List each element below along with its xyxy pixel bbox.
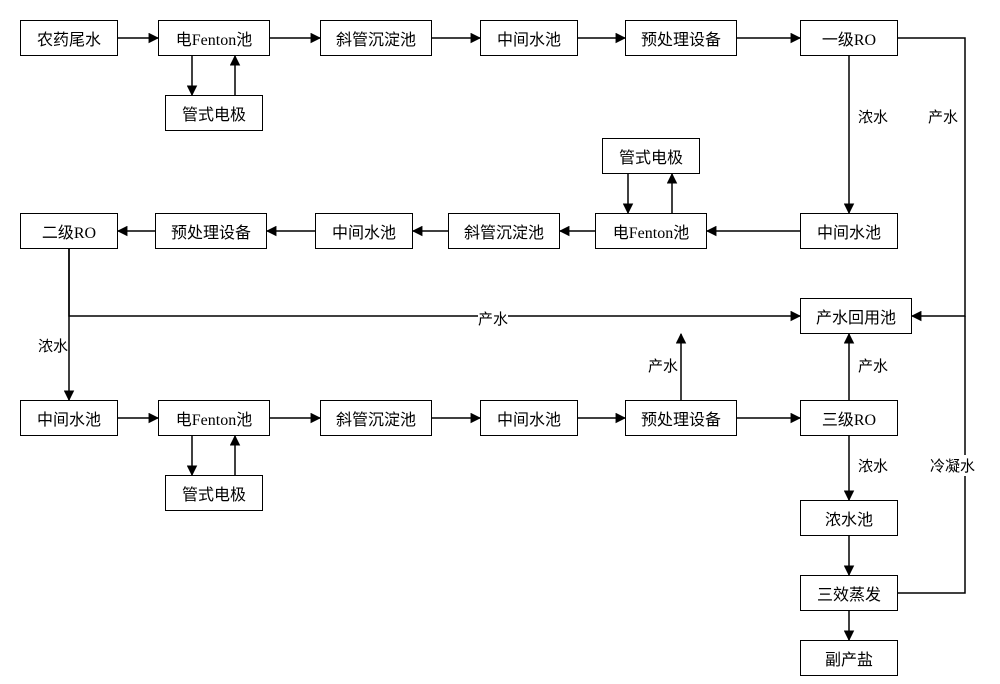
node-label: 管式电极 xyxy=(182,101,246,125)
node-n_mid3: 中间水池 xyxy=(315,213,413,249)
node-label: 一级RO xyxy=(822,26,876,50)
node-label: 斜管沉淀池 xyxy=(336,26,416,50)
node-n_salt: 副产盐 xyxy=(800,640,898,676)
node-label: 斜管沉淀池 xyxy=(464,219,544,243)
node-n_tailwater: 农药尾水 xyxy=(20,20,118,56)
node-label: 电Fenton池 xyxy=(176,26,252,50)
node-label: 浓水池 xyxy=(825,506,873,530)
edge-label: 产水 xyxy=(928,106,958,127)
node-n_fenton2: 电Fenton池 xyxy=(595,213,707,249)
node-label: 三效蒸发 xyxy=(817,581,881,605)
node-n_ro3: 三级RO xyxy=(800,400,898,436)
node-n_pretreat3: 预处理设备 xyxy=(625,400,737,436)
node-label: 电Fenton池 xyxy=(176,406,252,430)
node-n_mid4: 中间水池 xyxy=(20,400,118,436)
edge-label: 浓水 xyxy=(858,455,888,476)
node-label: 中间水池 xyxy=(497,26,561,50)
node-n_pretreat1: 预处理设备 xyxy=(625,20,737,56)
edge-label: 产水 xyxy=(648,355,678,376)
node-label: 副产盐 xyxy=(825,646,873,670)
node-label: 中间水池 xyxy=(37,406,101,430)
node-label: 斜管沉淀池 xyxy=(336,406,416,430)
node-n_mid5: 中间水池 xyxy=(480,400,578,436)
node-label: 预处理设备 xyxy=(641,26,721,50)
node-label: 中间水池 xyxy=(332,219,396,243)
edge-label: 产水 xyxy=(478,308,508,329)
node-n_evap: 三效蒸发 xyxy=(800,575,898,611)
node-label: 管式电极 xyxy=(182,481,246,505)
node-n_tube3: 管式电极 xyxy=(165,475,263,511)
edge xyxy=(69,249,800,316)
node-label: 预处理设备 xyxy=(171,219,251,243)
node-n_fenton3: 电Fenton池 xyxy=(158,400,270,436)
node-n_reuse: 产水回用池 xyxy=(800,298,912,334)
node-n_ro1: 一级RO xyxy=(800,20,898,56)
node-n_pretreat2: 预处理设备 xyxy=(155,213,267,249)
node-label: 中间水池 xyxy=(817,219,881,243)
edge xyxy=(898,38,965,316)
node-n_sedim1: 斜管沉淀池 xyxy=(320,20,432,56)
node-label: 管式电极 xyxy=(619,144,683,168)
node-n_tube2: 管式电极 xyxy=(602,138,700,174)
node-label: 电Fenton池 xyxy=(613,219,689,243)
node-n_sedim3: 斜管沉淀池 xyxy=(320,400,432,436)
node-label: 农药尾水 xyxy=(37,26,101,50)
node-n_ro2: 二级RO xyxy=(20,213,118,249)
node-label: 预处理设备 xyxy=(641,406,721,430)
node-n_sedim2: 斜管沉淀池 xyxy=(448,213,560,249)
node-label: 中间水池 xyxy=(497,406,561,430)
node-label: 二级RO xyxy=(42,219,96,243)
node-n_conc_tank: 浓水池 xyxy=(800,500,898,536)
flowchart-canvas: 农药尾水电Fenton池斜管沉淀池中间水池预处理设备一级RO管式电极管式电极中间… xyxy=(0,0,1000,684)
edge-label: 冷凝水 xyxy=(930,455,975,476)
node-n_fenton1: 电Fenton池 xyxy=(158,20,270,56)
node-n_mid1: 中间水池 xyxy=(480,20,578,56)
node-n_mid2: 中间水池 xyxy=(800,213,898,249)
node-n_tube1: 管式电极 xyxy=(165,95,263,131)
edge-label: 浓水 xyxy=(858,106,888,127)
edge-label: 产水 xyxy=(858,355,888,376)
node-label: 三级RO xyxy=(822,406,876,430)
edge-label: 浓水 xyxy=(38,335,68,356)
node-label: 产水回用池 xyxy=(816,304,896,328)
